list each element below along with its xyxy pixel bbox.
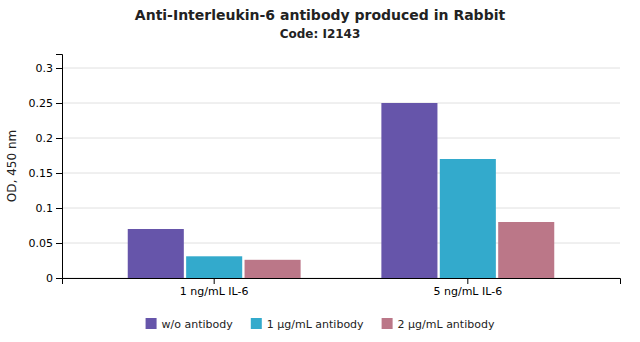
legend-swatch xyxy=(251,318,262,329)
legend-item: w/o antibody xyxy=(146,318,234,331)
bar xyxy=(245,260,301,278)
x-tick: 5 ng/mL IL-6 xyxy=(433,278,502,298)
y-tick-label: 0.1 xyxy=(36,202,54,215)
x-tick-label: 1 ng/mL IL-6 xyxy=(180,285,249,298)
legend-swatch xyxy=(146,318,157,329)
y-tick-label: 0.15 xyxy=(29,167,54,180)
y-tick-mark xyxy=(56,208,62,209)
x-tick-mark xyxy=(214,278,215,284)
y-tick-mark xyxy=(56,278,62,279)
y-tick: 0 xyxy=(46,272,62,285)
y-tick-mark xyxy=(56,138,62,139)
legend: w/o antibody 1 μg/mL antibody 2 μg/mL anti… xyxy=(146,318,495,331)
chart-subtitle: Code: I2143 xyxy=(280,27,361,41)
bar xyxy=(186,256,242,278)
chart-container: Anti-Interleukin-6 antibody produced in … xyxy=(0,0,640,342)
y-tick: 0.3 xyxy=(36,62,63,75)
y-axis-title: OD, 450 nm xyxy=(5,130,19,202)
y-tick: 0.25 xyxy=(29,97,63,110)
bar-series xyxy=(186,159,496,278)
bar xyxy=(128,229,184,278)
grid-line xyxy=(62,138,620,139)
y-tick-mark xyxy=(56,173,62,174)
legend-label: 1 μg/mL antibody xyxy=(267,318,364,331)
legend-label: 2 μg/mL antibody xyxy=(398,318,495,331)
y-tick: 0.1 xyxy=(36,202,63,215)
legend-label: w/o antibody xyxy=(162,318,234,331)
y-tick-mark xyxy=(56,103,62,104)
y-tick: 0.2 xyxy=(36,132,63,145)
legend-swatch xyxy=(382,318,393,329)
grid-line xyxy=(62,173,620,174)
legend-item: 1 μg/mL antibody xyxy=(251,318,364,331)
y-tick: 0.15 xyxy=(29,167,63,180)
bar-series xyxy=(245,222,555,278)
x-tick-mark xyxy=(467,278,468,284)
grid-line xyxy=(62,103,620,104)
bars xyxy=(128,103,555,278)
x-axis: 1 ng/mL IL-6 5 ng/mL IL-6 xyxy=(63,278,621,298)
bar xyxy=(498,222,554,278)
y-tick: 0.05 xyxy=(29,237,63,250)
bar-series xyxy=(128,103,438,278)
x-axis-line xyxy=(63,279,621,285)
grid-line xyxy=(62,68,620,69)
y-axis-line xyxy=(56,55,63,279)
x-tick-label: 5 ng/mL IL-6 xyxy=(433,285,502,298)
y-tick-mark xyxy=(56,68,62,69)
y-tick-label: 0.2 xyxy=(36,132,54,145)
grid xyxy=(62,68,620,278)
legend-item: 2 μg/mL antibody xyxy=(382,318,495,331)
y-axis: 0 0.05 0.1 0.15 0.2 0.25 0.3 xyxy=(29,55,63,286)
x-tick: 1 ng/mL IL-6 xyxy=(180,278,249,298)
y-tick-label: 0.05 xyxy=(29,237,54,250)
y-tick-mark xyxy=(56,243,62,244)
chart-svg: Anti-Interleukin-6 antibody produced in … xyxy=(0,0,640,342)
y-tick-label: 0 xyxy=(46,272,53,285)
y-tick-label: 0.3 xyxy=(36,62,54,75)
y-tick-label: 0.25 xyxy=(29,97,54,110)
chart-title: Anti-Interleukin-6 antibody produced in … xyxy=(135,7,506,23)
bar xyxy=(440,159,496,278)
bar xyxy=(381,103,437,278)
grid-line xyxy=(62,208,620,209)
